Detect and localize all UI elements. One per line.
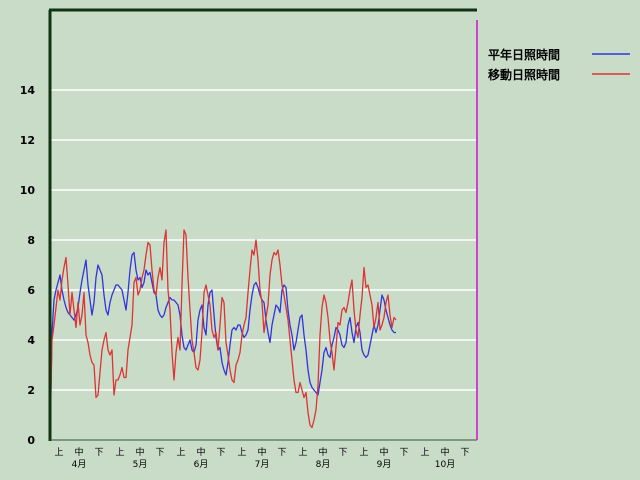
x-dekad-label: 下 <box>155 448 164 458</box>
legend-label-1: 平年日照時間 <box>488 47 560 62</box>
x-dekad-label: 下 <box>460 448 469 458</box>
series-layer <box>49 229 397 441</box>
grid-lines <box>50 89 477 391</box>
x-month-label: 8月 <box>316 459 331 470</box>
series-line-1 <box>49 251 396 441</box>
x-dekad-label: 下 <box>277 448 286 458</box>
x-tick-labels: 上中下4月上中下5月上中下6月上中下7月上中下8月上中下9月上中下10月 <box>54 446 469 470</box>
y-tick-label: 12 <box>20 134 35 147</box>
x-month-label: 9月 <box>377 459 392 470</box>
x-dekad-label: 下 <box>216 448 225 458</box>
x-month-label: 5月 <box>133 459 148 470</box>
x-month-label: 4月 <box>72 459 87 470</box>
y-tick-label: 10 <box>20 184 36 197</box>
series-line-2 <box>49 229 397 441</box>
x-dekad-label: 中 <box>440 446 449 458</box>
x-dekad-label: 上 <box>176 447 185 458</box>
x-dekad-label: 下 <box>94 448 103 458</box>
x-month-label: 10月 <box>435 459 455 470</box>
x-month-label: 6月 <box>194 459 209 470</box>
x-dekad-label: 中 <box>379 446 388 458</box>
x-month-label: 7月 <box>255 459 270 470</box>
y-tick-label: 4 <box>27 334 35 347</box>
axes <box>48 8 478 441</box>
x-dekad-label: 中 <box>74 446 83 458</box>
y-tick-label: 8 <box>27 234 35 247</box>
x-dekad-label: 上 <box>420 447 429 458</box>
x-dekad-label: 上 <box>237 447 246 458</box>
x-dekad-label: 上 <box>298 447 307 458</box>
x-dekad-label: 上 <box>115 447 124 458</box>
x-dekad-label: 中 <box>257 446 266 458</box>
y-tick-label: 6 <box>27 284 35 297</box>
y-tick-label: 2 <box>27 384 35 397</box>
x-dekad-label: 下 <box>399 448 408 458</box>
x-dekad-label: 中 <box>196 446 205 458</box>
x-dekad-label: 下 <box>338 448 347 458</box>
x-dekad-label: 中 <box>135 446 144 458</box>
x-dekad-label: 中 <box>318 446 327 458</box>
x-dekad-label: 上 <box>54 447 63 458</box>
x-dekad-label: 上 <box>359 447 368 458</box>
legend-label-2: 移動日照時間 <box>488 67 560 82</box>
y-tick-labels: 0 2 4 6 8 10 12 14 <box>20 84 36 447</box>
y-tick-label: 14 <box>20 84 36 97</box>
y-tick-label: 0 <box>27 434 35 447</box>
